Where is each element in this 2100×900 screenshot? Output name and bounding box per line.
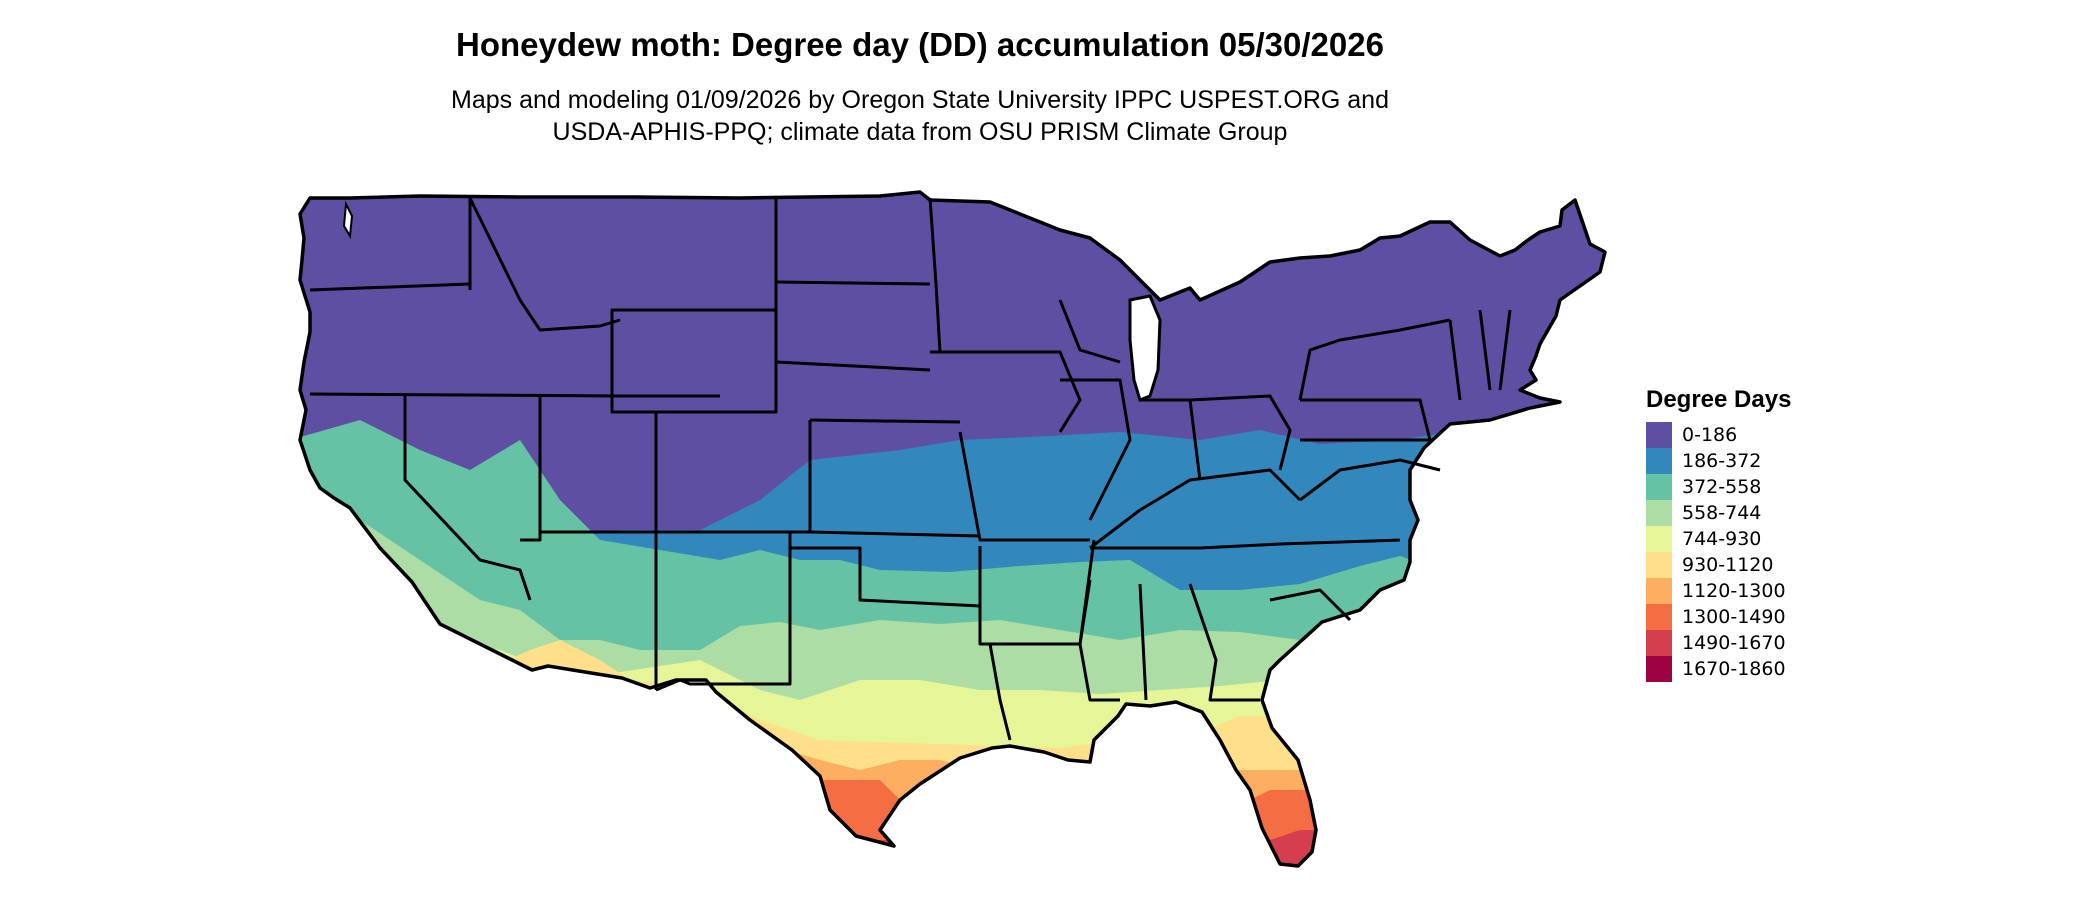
legend-item: 930-1120: [1646, 552, 1791, 578]
legend-label: 1490-1670: [1682, 632, 1786, 654]
map-subtitle: Maps and modeling 01/09/2026 by Oregon S…: [0, 84, 1840, 148]
legend-item: 1300-1490: [1646, 604, 1791, 630]
lake-michigan: [1128, 294, 1162, 403]
boundary-wa-or: [309, 282, 471, 292]
legend-label: 372-558: [1682, 476, 1762, 498]
legend-item: 186-372: [1646, 448, 1791, 474]
legend-swatch: [1646, 422, 1672, 448]
legend-label: 0-186: [1682, 424, 1738, 446]
boundary-ca-nv: [403, 394, 532, 601]
legend-label: 1670-1860: [1682, 658, 1786, 680]
legend-label: 1120-1300: [1682, 580, 1786, 602]
legend: Degree Days 0-186 186-372 372-558 558-744 74…: [1646, 386, 1791, 682]
boundary-nc-sc: [1269, 588, 1352, 622]
legend-item: 1670-1860: [1646, 656, 1791, 682]
boundary-ms: [1078, 539, 1120, 702]
legend-title: Degree Days: [1646, 386, 1792, 413]
legend-label: 558-744: [1682, 502, 1762, 524]
us-degree-day-map: [298, 190, 1607, 868]
boundary-va-nc: [1299, 458, 1441, 502]
boundary-ga: [1188, 583, 1260, 702]
boundary-la: [988, 643, 1012, 741]
legend-swatch: [1646, 448, 1672, 474]
legend-label: 1300-1490: [1682, 606, 1786, 628]
legend-item: 1120-1300: [1646, 578, 1791, 604]
subtitle-line-2: USDA-APHIS-PPQ; climate data from OSU PR…: [552, 118, 1288, 146]
boundary-mo-east: [958, 431, 1090, 542]
boundary-nv-ut: [520, 396, 542, 542]
boundary-mi-wi: [1058, 299, 1121, 364]
boundary-il: [1060, 378, 1132, 521]
boundary-ny: [1298, 318, 1451, 401]
degree-day-bands: [300, 420, 1605, 866]
boundary-ne-ks: [809, 418, 961, 424]
legend-label: 930-1120: [1682, 554, 1774, 576]
boundary-nd-sd: [775, 280, 931, 286]
boundary-mn-west: [928, 197, 942, 353]
legend-swatch: [1646, 630, 1672, 656]
legend-item: 1490-1670: [1646, 630, 1791, 656]
boundary-pa: [1300, 398, 1432, 442]
legend-swatch: [1646, 604, 1672, 630]
legend-item: 0-186: [1646, 422, 1791, 448]
puget-sound: [342, 200, 354, 240]
legend-item: 744-930: [1646, 526, 1791, 552]
legend-swatch: [1646, 656, 1672, 682]
boundary-tn: [1090, 538, 1401, 550]
boundary-west-42: [309, 392, 720, 398]
boundary-nm-south: [655, 548, 792, 692]
boundary-sd-ne: [775, 360, 931, 372]
boundary-ia: [930, 350, 1082, 433]
subtitle-line-1: Maps and modeling 01/09/2026 by Oregon S…: [451, 86, 1389, 114]
legend-label: 744-930: [1682, 528, 1762, 550]
state-boundaries: [309, 197, 1512, 741]
map-title: Honeydew moth: Degree day (DD) accumulat…: [456, 26, 1384, 63]
boundary-wy: [610, 308, 778, 414]
boundary-al: [1138, 583, 1148, 701]
legend-item: 558-744: [1646, 500, 1791, 526]
legend-items: 0-186 186-372 372-558 558-744 744-930 930-112…: [1646, 422, 1791, 682]
legend-item: 372-558: [1646, 474, 1791, 500]
legend-swatch: [1646, 500, 1672, 526]
legend-swatch: [1646, 552, 1672, 578]
band-1490-1670: [300, 760, 1605, 866]
legend-swatch: [1646, 578, 1672, 604]
boundary-oh: [1189, 394, 1292, 471]
boundary-new-england: [1448, 309, 1512, 401]
boundary-ky: [1089, 468, 1302, 550]
legend-swatch: [1646, 474, 1672, 500]
boundary-ks-ok: [809, 530, 981, 538]
legend-swatch: [1646, 526, 1672, 552]
legend-label: 186-372: [1682, 450, 1762, 472]
boundary-id-mt: [468, 197, 621, 332]
